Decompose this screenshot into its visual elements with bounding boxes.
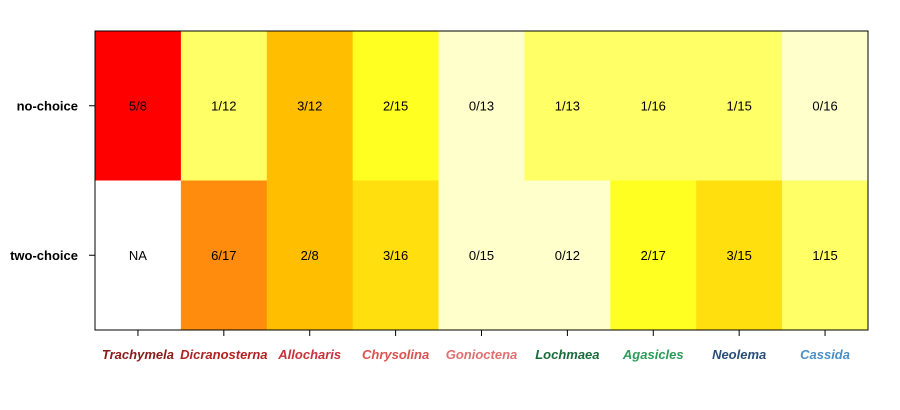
heatmap-cell [524, 180, 611, 331]
heatmap-cell [180, 180, 268, 331]
cell-label: 1/12 [211, 98, 236, 113]
column-label: Trachymela [102, 347, 174, 362]
heatmap-cell [352, 180, 440, 331]
cell-label: 6/17 [211, 248, 236, 263]
cell-label: 2/17 [641, 248, 666, 263]
row-label: two-choice [10, 248, 78, 263]
heatmap-cell [610, 31, 697, 181]
heatmap-cell [696, 180, 783, 331]
heatmap-cell [352, 31, 440, 181]
column-label: Agasicles [622, 347, 684, 362]
heatmap-cell [782, 31, 869, 181]
cell-label: 1/13 [555, 98, 580, 113]
cell-label: 3/12 [297, 98, 322, 113]
heatmap-cell [696, 31, 783, 181]
heatmap-cell [266, 180, 354, 331]
row-axis: no-choice two-choice [10, 98, 95, 263]
row-label: no-choice [17, 98, 78, 113]
heatmap-cell [95, 31, 182, 181]
heatmap-cell [266, 31, 354, 181]
cell-label: 2/15 [383, 98, 408, 113]
column-label: Neolema [712, 347, 766, 362]
column-label: Dicranosterna [180, 347, 267, 362]
heatmap-cells: 5/8 1/12 3/12 2/15 0/13 1/13 1/16 1/15 0/16 NA 6/1… [95, 31, 869, 331]
column-label: Gonioctena [446, 347, 518, 362]
column-label: Cassida [800, 347, 850, 362]
cell-label: 1/15 [727, 98, 752, 113]
cell-label: 2/8 [301, 248, 319, 263]
cell-label: 3/16 [383, 248, 408, 263]
heatmap-cell [782, 180, 869, 331]
heatmap-cell [180, 31, 268, 181]
cell-label: 0/16 [812, 98, 837, 113]
cell-label: 1/16 [641, 98, 666, 113]
column-axis: Trachymela Dicranosterna Allocharis Chrysol… [102, 330, 850, 362]
column-label: Chrysolina [362, 347, 429, 362]
heatmap-cell [524, 31, 611, 181]
cell-label: NA [129, 248, 147, 263]
column-label: Lochmaea [535, 347, 599, 362]
cell-label: 0/15 [469, 248, 494, 263]
column-label: Allocharis [277, 347, 341, 362]
heatmap-cell [95, 180, 182, 331]
cell-label: 1/15 [812, 248, 837, 263]
cell-label: 5/8 [129, 98, 147, 113]
cell-label: 3/15 [727, 248, 752, 263]
cell-label: 0/13 [469, 98, 494, 113]
heatmap-cell [438, 180, 525, 331]
cell-label: 0/12 [555, 248, 580, 263]
heatmap-cell [610, 180, 697, 331]
heatmap-cell [438, 31, 525, 181]
